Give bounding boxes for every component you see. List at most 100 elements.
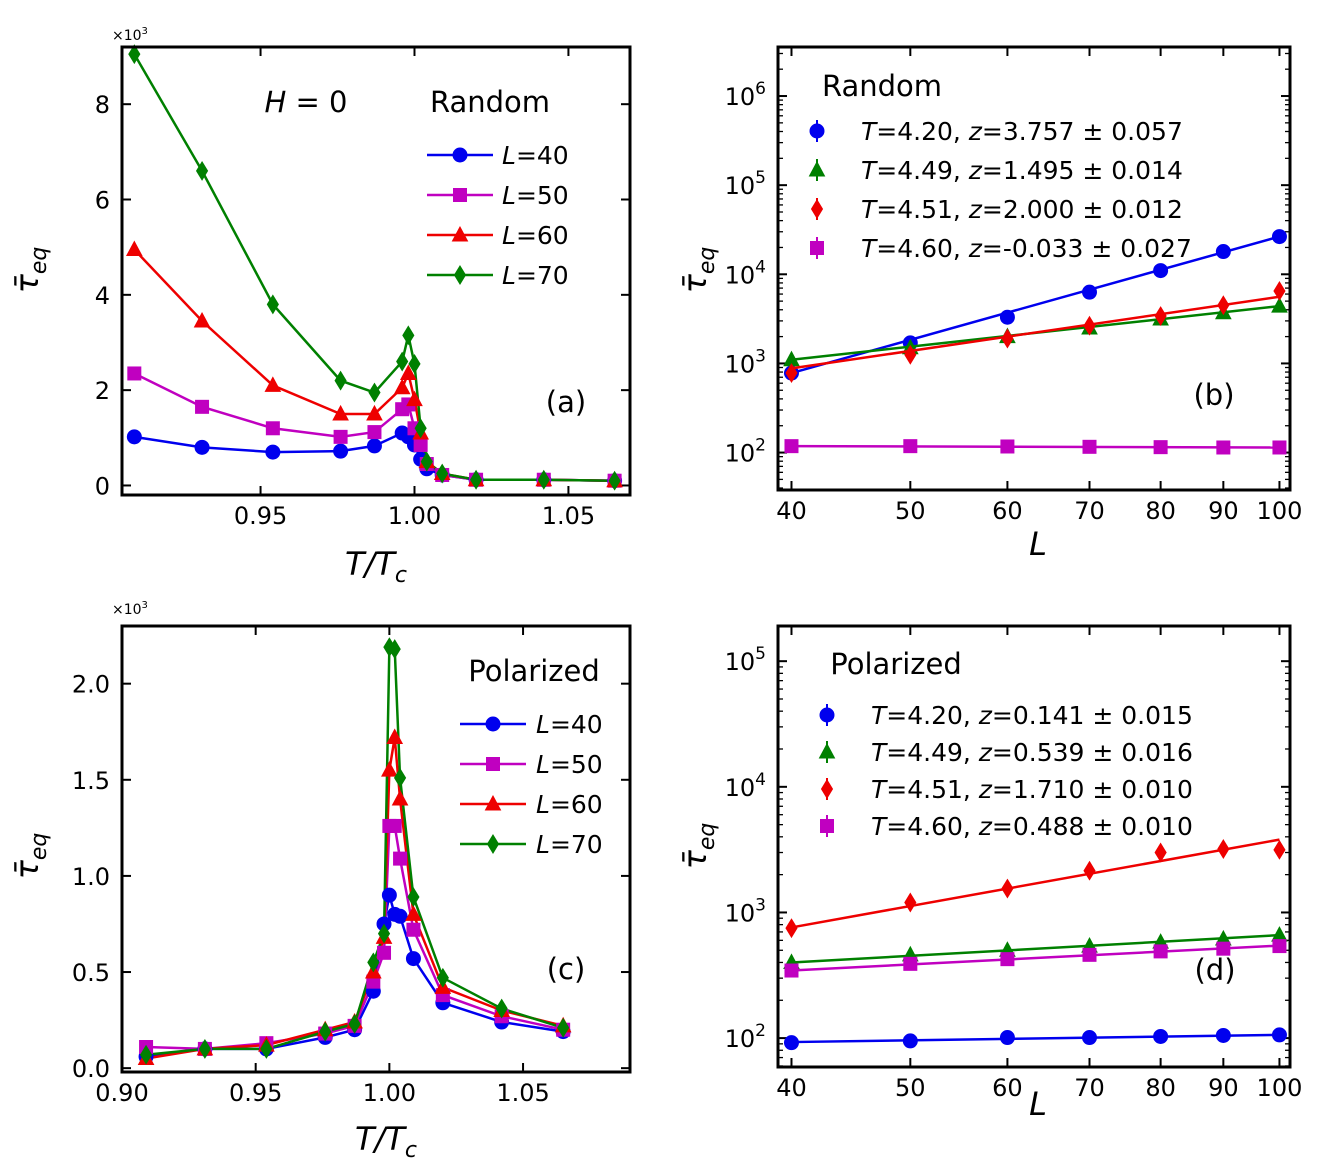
plot-frame xyxy=(120,45,632,497)
data-point xyxy=(903,439,918,454)
data-point xyxy=(386,728,404,744)
legend-label: L=40 xyxy=(502,141,569,170)
legend-label: T=4.60, z=-0.033 ± 0.027 xyxy=(861,234,1192,263)
x-tick-label: 50 xyxy=(895,1074,926,1102)
y-tick-label: 106 xyxy=(725,79,766,111)
y-multiplier: ×103 xyxy=(112,600,148,618)
chart-panel-b: 40 50 60 70 80 90 100 102 103 104 105 106 τ̄eq L (b) Ra… xyxy=(676,45,1302,563)
data-point xyxy=(469,469,483,490)
data-point xyxy=(784,439,799,454)
data-point xyxy=(393,851,408,866)
legend: Polarized T=4.20, z=0.141 ± 0.015 T=4.49, … xyxy=(818,647,1193,841)
series-line xyxy=(145,645,564,1056)
legend-label: L=50 xyxy=(502,181,569,210)
data-point xyxy=(367,425,382,440)
data-point xyxy=(1271,229,1287,245)
x-tick-label: 50 xyxy=(895,497,926,525)
data-point xyxy=(1083,315,1096,336)
legend-label: L=60 xyxy=(502,221,569,250)
data-point xyxy=(1215,1027,1231,1043)
data-point xyxy=(266,294,279,315)
data-point xyxy=(1215,244,1231,260)
data-point xyxy=(128,44,141,65)
data-point xyxy=(381,761,398,777)
y-axis-title: τ̄eq xyxy=(8,833,52,880)
legend-marker xyxy=(484,794,502,811)
data-point xyxy=(366,438,382,454)
y-tick-label: 6 xyxy=(95,187,110,215)
data-point xyxy=(420,451,433,472)
legend: Random T=4.20, z=3.757 ± 0.057 T=4.49, z=1… xyxy=(808,69,1192,263)
data-point xyxy=(1154,842,1167,863)
y-tick-label: 1.5 xyxy=(72,767,110,795)
data-point xyxy=(1273,839,1286,860)
data-point xyxy=(495,998,508,1019)
legend-label: L=70 xyxy=(536,830,603,859)
panel-label: (a) xyxy=(546,385,586,419)
x-tick-label: 90 xyxy=(1208,1074,1239,1102)
legend-label: T=4.49, z=1.495 ± 0.014 xyxy=(861,156,1183,185)
data-point xyxy=(402,325,415,346)
data-point xyxy=(557,1017,570,1038)
y-axis-title: τ̄eq xyxy=(676,247,720,294)
legend-marker xyxy=(486,757,500,771)
data-point xyxy=(1154,306,1167,327)
legend-marker xyxy=(820,779,834,799)
data-point xyxy=(1000,952,1015,967)
data-point xyxy=(393,378,411,395)
data-point xyxy=(381,887,397,903)
data-point xyxy=(1217,839,1230,859)
data-point xyxy=(1082,284,1098,300)
data-point xyxy=(414,418,427,439)
legend-title: Random xyxy=(822,69,942,103)
data-point xyxy=(265,444,281,460)
data-point xyxy=(125,240,143,257)
data-point xyxy=(195,160,209,181)
data-point xyxy=(368,382,381,403)
legend-marker xyxy=(453,188,467,202)
fit-line xyxy=(791,295,1280,370)
data-point xyxy=(348,1013,361,1034)
legend: Random L=40 L=50 L=60 L=70 xyxy=(427,85,569,290)
data-point xyxy=(785,363,798,384)
y-tick-label: 0 xyxy=(95,472,110,500)
panel-label: (c) xyxy=(547,952,586,986)
x-tick-label: 80 xyxy=(1145,1074,1176,1102)
fit-line xyxy=(791,838,1280,929)
data-point xyxy=(783,1035,799,1051)
data-point xyxy=(195,399,210,414)
fit-line xyxy=(791,444,1280,449)
data-point xyxy=(333,429,348,444)
data-point xyxy=(405,905,422,921)
data-point xyxy=(1271,926,1288,942)
data-point xyxy=(1000,439,1015,454)
data-point xyxy=(999,1030,1015,1046)
x-axis-title: L xyxy=(1029,525,1047,563)
legend-label: T=4.51, z=1.710 ± 0.010 xyxy=(871,775,1193,804)
x-tick-label: 1.05 xyxy=(496,1079,549,1107)
data-point xyxy=(391,789,409,806)
chart-panel-a: 0.95 1.00 1.05 0 2 4 6 8 τ̄eq T/Tc ×103 (a) H = 0 Ran… xyxy=(8,26,632,588)
data-point xyxy=(1272,939,1287,954)
fit-line xyxy=(791,944,1280,972)
y-tick-label: 104 xyxy=(725,770,766,802)
data-point xyxy=(407,887,420,908)
data-point xyxy=(1271,1027,1287,1043)
data-point xyxy=(537,469,550,490)
data-point xyxy=(194,439,210,455)
y-axis-title: τ̄eq xyxy=(676,823,720,870)
plot-frame xyxy=(120,624,632,1074)
y-tick-label: 105 xyxy=(725,644,766,676)
data-point xyxy=(334,370,347,391)
legend-label: T=4.51, z=2.000 ± 0.012 xyxy=(861,195,1183,224)
data-point xyxy=(608,470,621,491)
data-point xyxy=(436,463,449,484)
data-point xyxy=(260,1038,273,1059)
legend-marker xyxy=(818,742,836,759)
data-point xyxy=(1153,440,1168,455)
x-tick-label: 1.05 xyxy=(542,502,595,530)
data-point xyxy=(1217,295,1230,316)
y-tick-label: 0.0 xyxy=(72,1055,110,1083)
data-point xyxy=(784,963,799,978)
